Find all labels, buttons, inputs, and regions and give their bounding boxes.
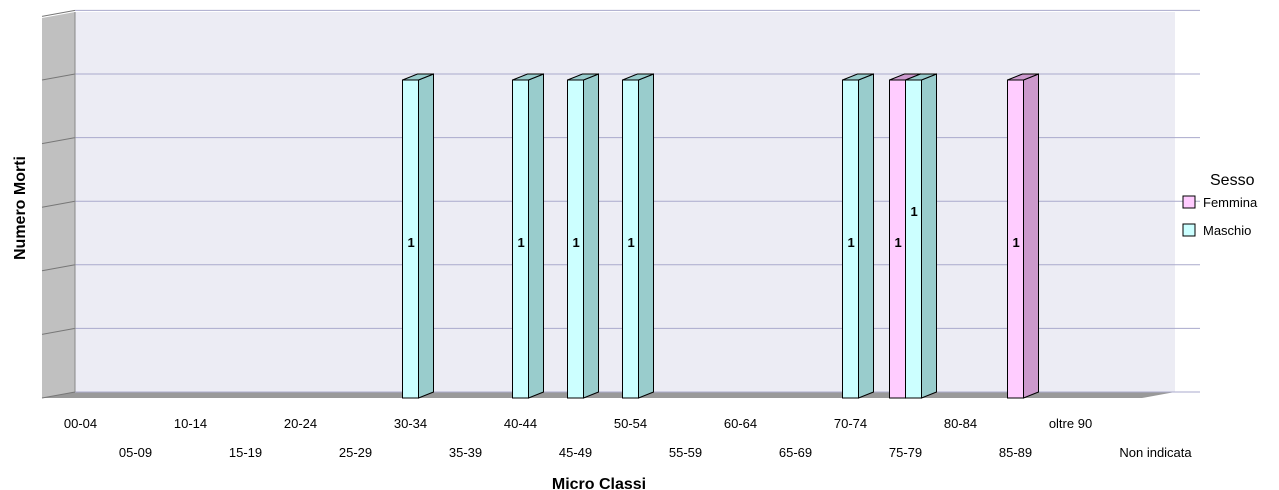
gridline-diagonal bbox=[41, 137, 76, 145]
bar-maschio-45-49: 1 bbox=[567, 73, 599, 399]
x-tick-60-64: 60-64 bbox=[724, 416, 757, 431]
bar-maschio-45-49-side bbox=[583, 73, 599, 399]
legend-label-femmina: Femmina bbox=[1203, 195, 1258, 210]
gridline-diagonal bbox=[41, 9, 76, 17]
bar-maschio-40-44-label: 1 bbox=[518, 235, 525, 250]
gridline-diagonal bbox=[41, 73, 76, 81]
bar-maschio-45-49-label: 1 bbox=[573, 235, 580, 250]
gridline-diagonal bbox=[41, 327, 76, 335]
x-tick-55-59: 55-59 bbox=[669, 445, 702, 460]
bar-maschio-50-54: 1 bbox=[622, 73, 654, 399]
bar-maschio-30-34: 1 bbox=[402, 73, 434, 399]
x-tick-10-14: 10-14 bbox=[174, 416, 207, 431]
bars: 1 1 1 1 1 1 1 1 bbox=[402, 73, 1039, 399]
x-tick-35-39: 35-39 bbox=[449, 445, 482, 460]
legend-title: Sesso bbox=[1210, 172, 1255, 189]
x-tick-30-34: 30-34 bbox=[394, 416, 427, 431]
bar-maschio-30-34-front bbox=[402, 79, 419, 399]
chart-walls bbox=[42, 12, 1175, 398]
bar-maschio-30-34-side bbox=[418, 73, 434, 399]
bar-maschio-30-34-label: 1 bbox=[408, 235, 415, 250]
gridline-diagonal bbox=[41, 391, 76, 399]
legend: Sesso Femmina Maschio bbox=[1182, 172, 1258, 238]
bar-maschio-70-74: 1 bbox=[842, 73, 874, 399]
x-tick-70-74: 70-74 bbox=[834, 416, 867, 431]
bar-maschio-50-54-label: 1 bbox=[628, 235, 635, 250]
bar-maschio-75-79: 1 bbox=[905, 73, 937, 399]
x-tick-oltre-90: oltre 90 bbox=[1049, 416, 1092, 431]
bar-femmina-85-89-side bbox=[1023, 73, 1039, 399]
bar-maschio-70-74-label: 1 bbox=[848, 235, 855, 250]
y-axis-title: Numero Morti bbox=[12, 156, 29, 260]
bar-maschio-45-49-front bbox=[567, 79, 584, 399]
x-tick-65-69: 65-69 bbox=[779, 445, 812, 460]
x-tick-45-49: 45-49 bbox=[559, 445, 592, 460]
gridline-diagonal bbox=[41, 200, 76, 208]
x-tick-75-79: 75-79 bbox=[889, 445, 922, 460]
bar-maschio-75-79-side bbox=[921, 73, 937, 399]
bar-maschio-50-54-side bbox=[638, 73, 654, 399]
bar-maschio-70-74-front bbox=[842, 79, 859, 399]
bar-femmina-85-89-label: 1 bbox=[1013, 235, 1020, 250]
x-tick-85-89: 85-89 bbox=[999, 445, 1032, 460]
x-tick-05-09: 05-09 bbox=[119, 445, 152, 460]
side-wall bbox=[42, 12, 75, 398]
bar-maschio-40-44-front bbox=[512, 79, 529, 399]
bar-maschio-75-79-label: 1 bbox=[911, 204, 918, 219]
x-tick-80-84: 80-84 bbox=[944, 416, 977, 431]
floor bbox=[42, 392, 1175, 398]
x-tick-15-19: 15-19 bbox=[229, 445, 262, 460]
bar-femmina-85-89-front bbox=[1007, 79, 1024, 399]
x-tick-labels: 00-04 05-09 10-14 15-19 20-24 25-29 30-34 35-39… bbox=[64, 416, 1193, 460]
legend-swatch-maschio bbox=[1182, 223, 1196, 237]
x-tick-non-indicata: Non indicata bbox=[1119, 445, 1192, 460]
bar-femmina-85-89: 1 bbox=[1007, 73, 1039, 399]
x-tick-20-24: 20-24 bbox=[284, 416, 317, 431]
legend-label-maschio: Maschio bbox=[1203, 223, 1251, 238]
bar-maschio-40-44-side bbox=[528, 73, 544, 399]
x-tick-00-04: 00-04 bbox=[64, 416, 97, 431]
gridline-diagonal bbox=[41, 264, 76, 272]
bar-femmina-75-79-label: 1 bbox=[895, 235, 902, 250]
x-axis-title: Micro Classi bbox=[552, 476, 646, 490]
bar-maschio-70-74-side bbox=[858, 73, 874, 399]
x-tick-50-54: 50-54 bbox=[614, 416, 647, 431]
x-tick-40-44: 40-44 bbox=[504, 416, 537, 431]
bar-maschio-50-54-front bbox=[622, 79, 639, 399]
legend-swatch-femmina bbox=[1182, 195, 1196, 209]
bar-maschio-75-79-front bbox=[905, 79, 922, 399]
x-tick-25-29: 25-29 bbox=[339, 445, 372, 460]
bar-maschio-40-44: 1 bbox=[512, 73, 544, 399]
